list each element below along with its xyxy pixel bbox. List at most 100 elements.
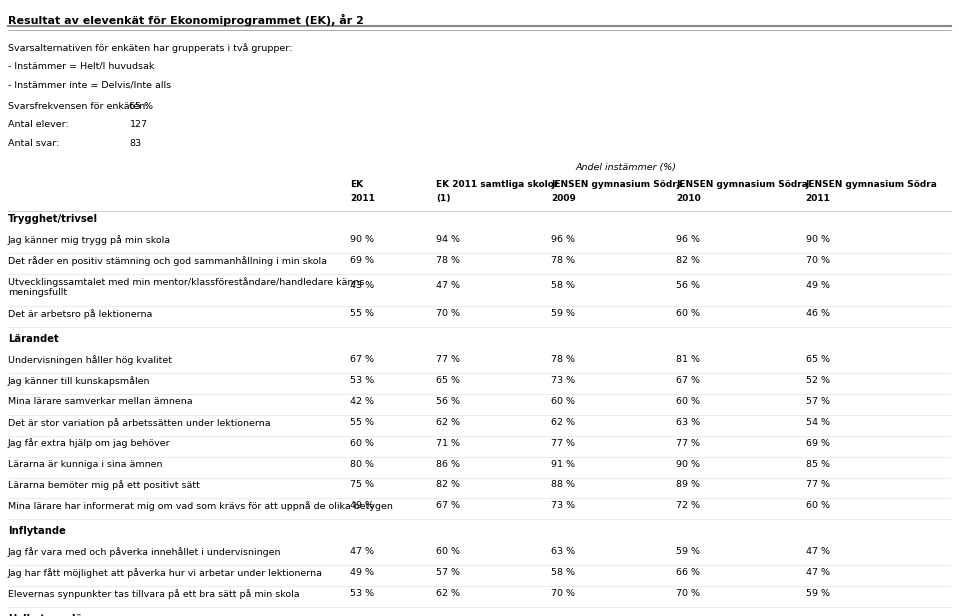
Text: Elevernas synpunkter tas tillvara på ett bra sätt på min skola: Elevernas synpunkter tas tillvara på ett… [8, 589, 299, 599]
Text: 49 %: 49 % [350, 501, 374, 511]
Text: 77 %: 77 % [806, 480, 830, 490]
Text: JENSEN gymnasium Södra: JENSEN gymnasium Södra [676, 180, 808, 190]
Text: 49 %: 49 % [350, 568, 374, 577]
Text: 70 %: 70 % [551, 589, 575, 598]
Text: Jag får vara med och påverka innehållet i undervisningen: Jag får vara med och påverka innehållet … [8, 547, 281, 557]
Text: 75 %: 75 % [350, 480, 374, 490]
Text: 65 %: 65 % [806, 355, 830, 364]
Text: 73 %: 73 % [551, 501, 575, 511]
Text: Lärandet: Lärandet [8, 334, 58, 344]
Text: 53 %: 53 % [350, 376, 374, 385]
Text: meningsfullt: meningsfullt [8, 288, 67, 298]
Text: 88 %: 88 % [551, 480, 575, 490]
Text: 2010: 2010 [676, 194, 701, 203]
Text: 77 %: 77 % [551, 439, 575, 448]
Text: 60 %: 60 % [350, 439, 374, 448]
Text: 71 %: 71 % [436, 439, 460, 448]
Text: 57 %: 57 % [806, 397, 830, 406]
Text: EK: EK [350, 180, 363, 190]
Text: 85 %: 85 % [806, 460, 830, 469]
Text: 66 %: 66 % [676, 568, 700, 577]
Text: 90 %: 90 % [350, 235, 374, 245]
Text: Jag får extra hjälp om jag behöver: Jag får extra hjälp om jag behöver [8, 439, 171, 448]
Text: - Instämmer = Helt/I huvudsak: - Instämmer = Helt/I huvudsak [8, 62, 154, 71]
Text: 94 %: 94 % [436, 235, 460, 245]
Text: 77 %: 77 % [436, 355, 460, 364]
Text: 91 %: 91 % [551, 460, 575, 469]
Text: 47 %: 47 % [806, 568, 830, 577]
Text: Inflytande: Inflytande [8, 526, 65, 536]
Text: Antal elever:: Antal elever: [8, 120, 68, 129]
Text: JENSEN gymnasium Södra: JENSEN gymnasium Södra [806, 180, 938, 190]
Text: 82 %: 82 % [436, 480, 460, 490]
Text: Jag har fått möjlighet att påverka hur vi arbetar under lektionerna: Jag har fått möjlighet att påverka hur v… [8, 568, 322, 578]
Text: EK 2011 samtliga skolor: EK 2011 samtliga skolor [436, 180, 559, 190]
Text: 96 %: 96 % [551, 235, 575, 245]
Text: 42 %: 42 % [350, 397, 374, 406]
Text: 63 %: 63 % [551, 547, 575, 556]
Text: - Instämmer inte = Delvis/Inte alls: - Instämmer inte = Delvis/Inte alls [8, 80, 171, 89]
Text: 2009: 2009 [551, 194, 576, 203]
Text: 60 %: 60 % [676, 397, 700, 406]
Text: Utvecklingssamtalet med min mentor/klassföreståndare/handledare känns: Utvecklingssamtalet med min mentor/klass… [8, 277, 364, 287]
Text: 47 %: 47 % [436, 280, 460, 290]
Text: 73 %: 73 % [551, 376, 575, 385]
Text: 46 %: 46 % [806, 309, 830, 318]
Text: JENSEN gymnasium Södra: JENSEN gymnasium Södra [551, 180, 684, 190]
Text: 58 %: 58 % [551, 280, 575, 290]
Text: 80 %: 80 % [350, 460, 374, 469]
Text: 65 %: 65 % [129, 102, 153, 111]
Text: 96 %: 96 % [676, 235, 700, 245]
Text: Andel instämmer (%): Andel instämmer (%) [575, 163, 676, 172]
Text: 60 %: 60 % [551, 397, 575, 406]
Text: Jag känner mig trygg på min skola: Jag känner mig trygg på min skola [8, 235, 171, 245]
Text: 89 %: 89 % [676, 480, 700, 490]
Text: 49 %: 49 % [806, 280, 830, 290]
Text: Jag känner till kunskapsmålen: Jag känner till kunskapsmålen [8, 376, 151, 386]
Text: 58 %: 58 % [551, 568, 575, 577]
Text: 81 %: 81 % [676, 355, 700, 364]
Text: 67 %: 67 % [436, 501, 460, 511]
Text: 62 %: 62 % [436, 589, 460, 598]
Text: 70 %: 70 % [806, 256, 830, 265]
Text: Undervisningen håller hög kvalitet: Undervisningen håller hög kvalitet [8, 355, 172, 365]
Text: 82 %: 82 % [676, 256, 700, 265]
Text: 86 %: 86 % [436, 460, 460, 469]
Text: Lärarna är kunniga i sina ämnen: Lärarna är kunniga i sina ämnen [8, 460, 162, 469]
Text: 2011: 2011 [806, 194, 830, 203]
Text: Mina lärare har informerat mig om vad som krävs för att uppnå de olika betygen: Mina lärare har informerat mig om vad so… [8, 501, 392, 511]
Text: 65 %: 65 % [436, 376, 460, 385]
Text: 55 %: 55 % [350, 418, 374, 427]
Text: 47 %: 47 % [350, 547, 374, 556]
Text: Trygghet/trivsel: Trygghet/trivsel [8, 214, 98, 224]
Text: 56 %: 56 % [676, 280, 700, 290]
Text: 90 %: 90 % [806, 235, 830, 245]
Text: 62 %: 62 % [551, 418, 575, 427]
Text: 60 %: 60 % [806, 501, 830, 511]
Text: 59 %: 59 % [806, 589, 830, 598]
Text: 2011: 2011 [350, 194, 375, 203]
Text: 67 %: 67 % [350, 355, 374, 364]
Text: 77 %: 77 % [676, 439, 700, 448]
Text: Resultat av elevenkät för Ekonomiprogrammet (EK), år 2: Resultat av elevenkät för Ekonomiprogram… [8, 14, 363, 26]
Text: 59 %: 59 % [676, 547, 700, 556]
Text: 69 %: 69 % [806, 439, 830, 448]
Text: Helhetsomdöme: Helhetsomdöme [8, 614, 99, 616]
Text: 78 %: 78 % [551, 355, 575, 364]
Text: 90 %: 90 % [676, 460, 700, 469]
Text: Det är stor variation på arbetssätten under lektionerna: Det är stor variation på arbetssätten un… [8, 418, 270, 428]
Text: 52 %: 52 % [806, 376, 830, 385]
Text: Svarsalternativen för enkäten har grupperats i två grupper:: Svarsalternativen för enkäten har gruppe… [8, 43, 292, 53]
Text: 70 %: 70 % [436, 309, 460, 318]
Text: 54 %: 54 % [806, 418, 830, 427]
Text: Antal svar:: Antal svar: [8, 139, 59, 148]
Text: Svarsfrekvensen för enkäten:: Svarsfrekvensen för enkäten: [8, 102, 149, 111]
Text: 57 %: 57 % [436, 568, 460, 577]
Text: 53 %: 53 % [350, 589, 374, 598]
Text: 70 %: 70 % [676, 589, 700, 598]
Text: Det är arbetsro på lektionerna: Det är arbetsro på lektionerna [8, 309, 152, 319]
Text: 69 %: 69 % [350, 256, 374, 265]
Text: 56 %: 56 % [436, 397, 460, 406]
Text: 62 %: 62 % [436, 418, 460, 427]
Text: 60 %: 60 % [676, 309, 700, 318]
